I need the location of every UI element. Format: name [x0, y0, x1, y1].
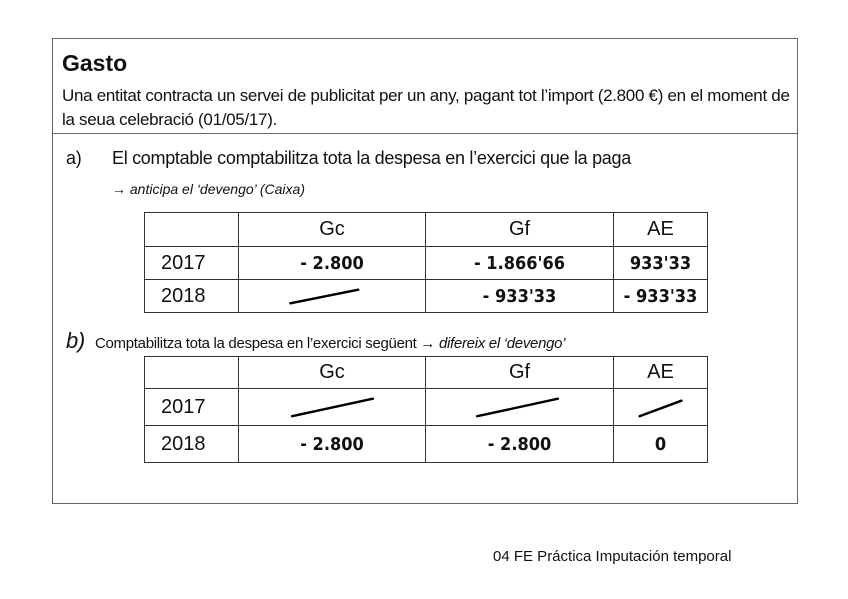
slash-mark	[638, 399, 683, 418]
content-frame	[52, 38, 798, 504]
year-cell: 2017	[144, 246, 239, 280]
part-a-note: → anticipa el ‘devengo’ (Caixa)	[112, 181, 305, 197]
part-b-text: Comptabilitza tota la despesa en l’exerc…	[94, 335, 436, 352]
ae-cell-empty	[613, 388, 708, 426]
part-b-question: b) Comptabilitza tota la despesa en l’exe…	[66, 328, 566, 354]
part-a-text: El comptable comptabilitza tota la despe…	[112, 148, 631, 168]
part-b-note: difereix el ‘devengo’	[438, 335, 566, 352]
ae-cell: - 933'33	[613, 279, 708, 313]
gc-cell: - 2.800	[238, 246, 426, 280]
table-row: 2018 - 2.800 - 2.800 0	[144, 425, 708, 463]
part-b-label: b)	[66, 328, 85, 353]
gc-cell-empty	[238, 388, 426, 426]
gf-cell: - 2.800	[425, 425, 614, 463]
header-cell	[144, 356, 239, 389]
table-part-b: Gc Gf AE 2017 2018 - 2.800 - 2.800 0	[144, 356, 708, 463]
gf-cell: - 933'33	[425, 279, 614, 313]
footer-caption: 04 FE Práctica Imputación temporal	[493, 548, 732, 565]
slash-mark	[289, 288, 360, 305]
header-divider	[52, 133, 798, 134]
slide-title: Gasto	[62, 50, 128, 76]
gf-cell-empty	[425, 388, 614, 426]
header-cell	[144, 212, 239, 247]
table-header-row: Gc Gf AE	[144, 212, 708, 247]
part-a-question: a) El comptable comptabilitza tota la des…	[66, 148, 631, 169]
gc-cell: - 2.800	[238, 425, 426, 463]
table-row: 2017 - 2.800 - 1.866'66 933'33	[144, 246, 708, 280]
header-cell-gc: Gc	[238, 356, 426, 389]
ae-cell: 933'33	[613, 246, 708, 280]
year-cell: 2017	[144, 388, 239, 426]
problem-statement: Una entitat contracta un servei de publi…	[62, 86, 790, 129]
table-part-a: Gc Gf AE 2017 - 2.800 - 1.866'66 933'33 …	[144, 212, 708, 313]
table-row: 2018 - 933'33 - 933'33	[144, 279, 708, 313]
header-cell-gc: Gc	[238, 212, 426, 247]
slash-mark	[290, 397, 375, 418]
year-cell: 2018	[144, 425, 239, 463]
header-cell-gf: Gf	[425, 356, 614, 389]
table-row: 2017	[144, 388, 708, 426]
part-a-label: a)	[66, 148, 82, 168]
header-cell-ae: AE	[613, 356, 708, 389]
table-header-row: Gc Gf AE	[144, 356, 708, 389]
header-cell-gf: Gf	[425, 212, 614, 247]
slash-mark	[475, 397, 560, 418]
year-cell: 2018	[144, 279, 239, 313]
ae-cell: 0	[613, 425, 708, 463]
gf-cell: - 1.866'66	[425, 246, 614, 280]
header-cell-ae: AE	[613, 212, 708, 247]
gc-cell-empty	[238, 279, 426, 313]
